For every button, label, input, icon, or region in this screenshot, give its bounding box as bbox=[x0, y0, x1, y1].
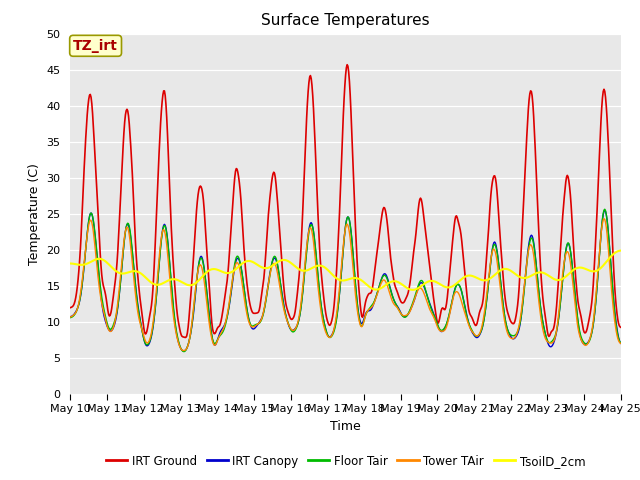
Line: Tower TAir: Tower TAir bbox=[70, 219, 621, 350]
X-axis label: Time: Time bbox=[330, 420, 361, 432]
Y-axis label: Temperature (C): Temperature (C) bbox=[28, 163, 41, 264]
Legend: IRT Ground, IRT Canopy, Floor Tair, Tower TAir, TsoilD_2cm: IRT Ground, IRT Canopy, Floor Tair, Towe… bbox=[101, 450, 590, 472]
Line: TsoilD_2cm: TsoilD_2cm bbox=[70, 251, 621, 290]
Text: TZ_irt: TZ_irt bbox=[73, 39, 118, 53]
Title: Surface Temperatures: Surface Temperatures bbox=[261, 13, 430, 28]
Line: Floor Tair: Floor Tair bbox=[70, 209, 621, 351]
Line: IRT Ground: IRT Ground bbox=[70, 65, 621, 337]
Line: IRT Canopy: IRT Canopy bbox=[70, 210, 621, 351]
